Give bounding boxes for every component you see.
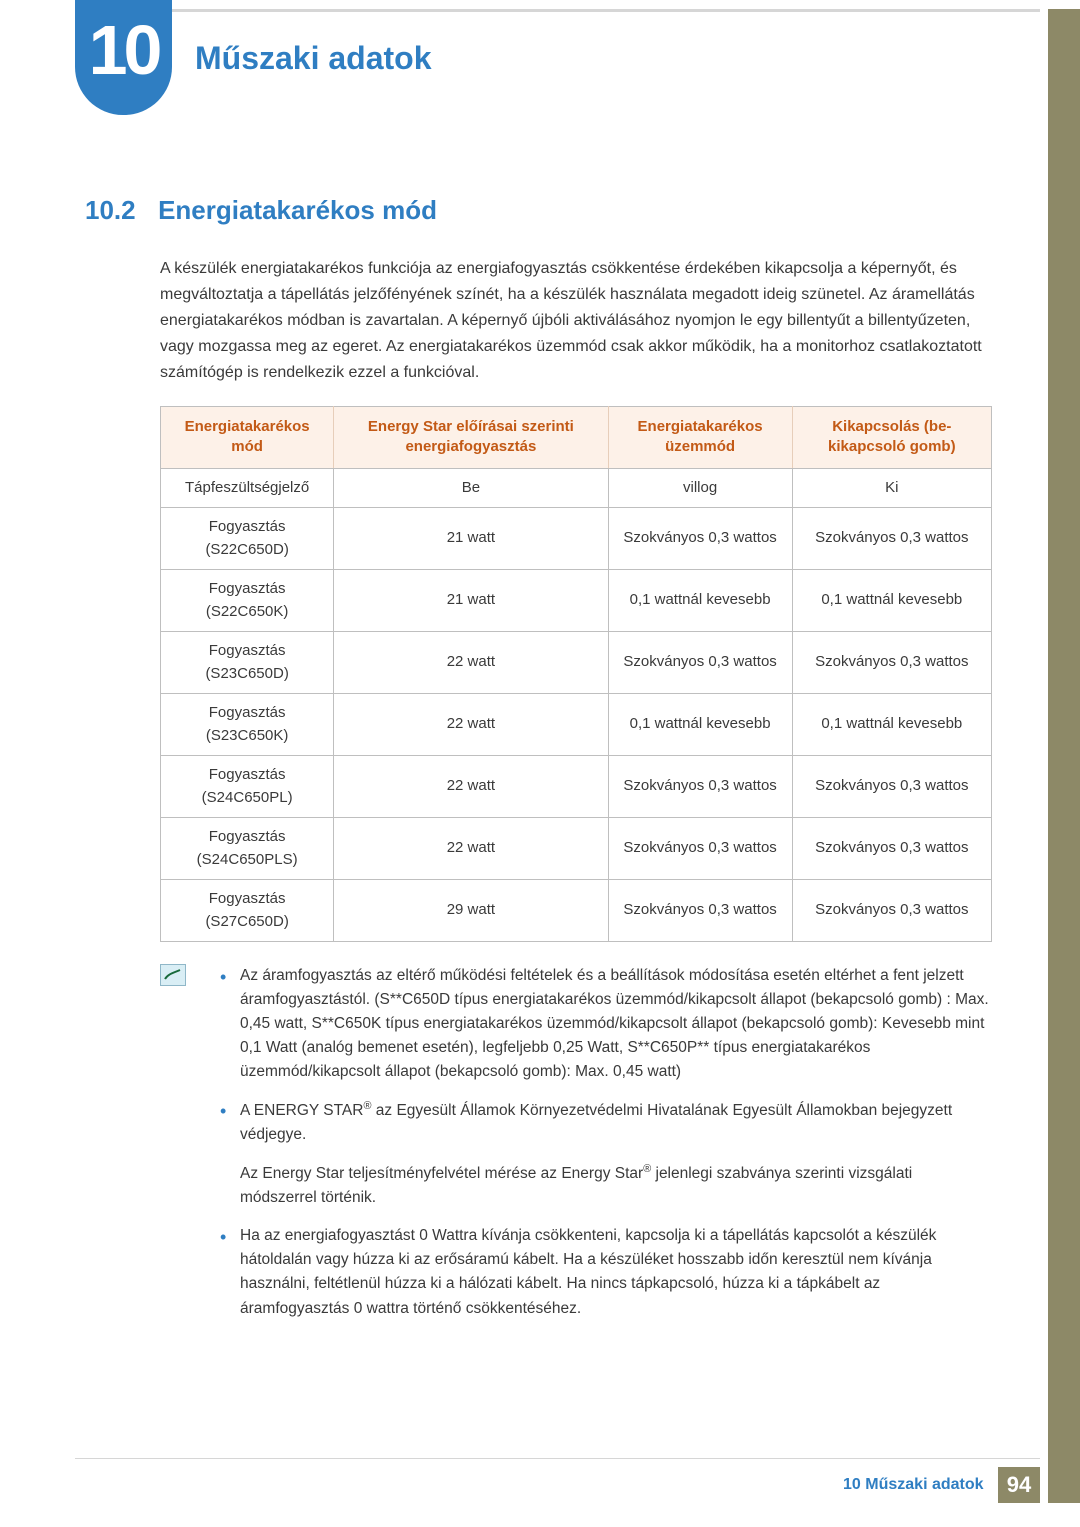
table-cell: Fogyasztás (S27C650D) xyxy=(161,880,334,942)
table-cell: 22 watt xyxy=(334,694,608,756)
note-bullet: A ENERGY STAR® az Egyesült Államok Körny… xyxy=(220,1098,992,1147)
table-row: Fogyasztás (S24C650PL)22 wattSzokványos … xyxy=(161,756,992,818)
table-cell: Szokványos 0,3 wattos xyxy=(608,632,792,694)
table-cell: villog xyxy=(608,468,792,508)
table-header: Energiatakarékos üzemmód xyxy=(608,407,792,469)
table-cell: Szokványos 0,3 wattos xyxy=(608,818,792,880)
footer-chapter-number: 10 xyxy=(843,1476,861,1493)
table-cell: 22 watt xyxy=(334,818,608,880)
table-cell: Fogyasztás (S23C650D) xyxy=(161,632,334,694)
section-title: Energiatakarékos mód xyxy=(158,195,437,226)
footer-rule xyxy=(75,1458,1040,1459)
table-cell: 0,1 wattnál kevesebb xyxy=(608,570,792,632)
section-number: 10.2 xyxy=(85,195,136,226)
note-text: Az Energy Star teljesítményfelvétel méré… xyxy=(240,1165,643,1182)
table-header: Energy Star előírásai szerinti energiafo… xyxy=(334,407,608,469)
table-cell: 0,1 wattnál kevesebb xyxy=(792,570,991,632)
chapter-title: Műszaki adatok xyxy=(195,40,432,77)
table-header-row: Energiatakarékos mód Energy Star előírás… xyxy=(161,407,992,469)
table-cell: 22 watt xyxy=(334,632,608,694)
footer-chapter-title: Műszaki adatok xyxy=(865,1476,983,1493)
note-bullet: Ha az energiafogyasztást 0 Wattra kívánj… xyxy=(220,1224,992,1320)
header-rule xyxy=(75,9,1040,12)
table-cell: Szokványos 0,3 wattos xyxy=(792,756,991,818)
table-cell: 21 watt xyxy=(334,570,608,632)
table-row: TápfeszültségjelzőBevillogKi xyxy=(161,468,992,508)
page-footer: 10 Műszaki adatok 94 xyxy=(0,1467,1040,1503)
note-text: A ENERGY STAR xyxy=(240,1102,363,1119)
table-cell: Tápfeszültségjelző xyxy=(161,468,334,508)
table-row: Fogyasztás (S27C650D)29 wattSzokványos 0… xyxy=(161,880,992,942)
table-cell: Ki xyxy=(792,468,991,508)
table-cell: Fogyasztás (S24C650PL) xyxy=(161,756,334,818)
page-side-strip xyxy=(1048,9,1080,1503)
section-heading: 10.2 Energiatakarékos mód xyxy=(85,195,437,226)
table-cell: 29 watt xyxy=(334,880,608,942)
notes-block: Az áramfogyasztás az eltérő működési fel… xyxy=(160,964,992,1335)
intro-paragraph: A készülék energiatakarékos funkciója az… xyxy=(160,256,992,386)
registered-mark: ® xyxy=(643,1163,651,1175)
table-cell: Be xyxy=(334,468,608,508)
table-cell: Fogyasztás (S22C650K) xyxy=(161,570,334,632)
table-cell: Fogyasztás (S23C650K) xyxy=(161,694,334,756)
table-cell: 21 watt xyxy=(334,508,608,570)
table-row: Fogyasztás (S23C650K)22 watt0,1 wattnál … xyxy=(161,694,992,756)
note-icon xyxy=(160,964,186,986)
table-cell: Szokványos 0,3 wattos xyxy=(608,508,792,570)
table-row: Fogyasztás (S24C650PLS)22 wattSzokványos… xyxy=(161,818,992,880)
table-cell: Szokványos 0,3 wattos xyxy=(792,880,991,942)
table-cell: 22 watt xyxy=(334,756,608,818)
note-subparagraph: Az Energy Star teljesítményfelvétel méré… xyxy=(240,1161,992,1210)
table-cell: 0,1 wattnál kevesebb xyxy=(792,694,991,756)
table-cell: 0,1 wattnál kevesebb xyxy=(608,694,792,756)
table-cell: Szokványos 0,3 wattos xyxy=(608,756,792,818)
power-consumption-table: Energiatakarékos mód Energy Star előírás… xyxy=(160,406,992,942)
table-cell: Fogyasztás (S22C650D) xyxy=(161,508,334,570)
table-row: Fogyasztás (S22C650D)21 wattSzokványos 0… xyxy=(161,508,992,570)
table-cell: Szokványos 0,3 wattos xyxy=(792,632,991,694)
table-cell: Fogyasztás (S24C650PLS) xyxy=(161,818,334,880)
table-header: Energiatakarékos mód xyxy=(161,407,334,469)
table-row: Fogyasztás (S22C650K)21 watt0,1 wattnál … xyxy=(161,570,992,632)
table-header: Kikapcsolás (be-kikapcsoló gomb) xyxy=(792,407,991,469)
table-cell: Szokványos 0,3 wattos xyxy=(792,818,991,880)
chapter-number-badge: 10 xyxy=(75,0,172,115)
table-cell: Szokványos 0,3 wattos xyxy=(792,508,991,570)
table-cell: Szokványos 0,3 wattos xyxy=(608,880,792,942)
table-row: Fogyasztás (S23C650D)22 wattSzokványos 0… xyxy=(161,632,992,694)
note-bullet: Az áramfogyasztás az eltérő működési fel… xyxy=(220,964,992,1084)
footer-page-number: 94 xyxy=(998,1467,1040,1503)
